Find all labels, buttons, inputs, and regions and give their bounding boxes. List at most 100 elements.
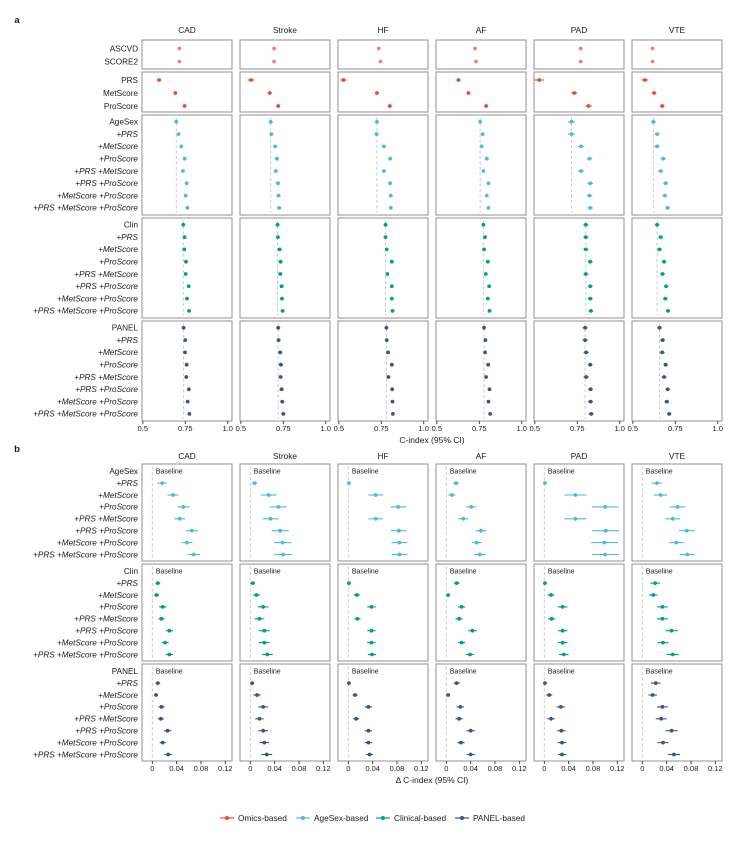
baseline-label: Baseline [646, 669, 673, 676]
data-point [277, 206, 282, 210]
tick-label: 0 [248, 764, 252, 773]
data-point [183, 193, 188, 198]
data-point [155, 681, 160, 685]
panel-box [239, 217, 331, 319]
row-label: +MetScore [98, 245, 138, 254]
row-label: +PRS [116, 479, 138, 488]
data-point [383, 222, 388, 227]
data-point [376, 46, 381, 51]
data-point [187, 412, 192, 416]
data-point [185, 540, 189, 545]
data-point [383, 235, 388, 240]
baseline-label: Baseline [450, 569, 477, 576]
data-point [275, 222, 280, 227]
data-point [378, 59, 383, 64]
panel-box [533, 563, 625, 662]
data-point [651, 119, 656, 124]
baseline-label: Baseline [548, 569, 575, 576]
panel-box [533, 463, 625, 562]
row-label: +ProScore [99, 258, 138, 267]
data-point [181, 325, 186, 330]
data-point [664, 284, 669, 289]
data-point [157, 78, 162, 82]
data-point [658, 169, 663, 173]
data-point [281, 412, 286, 416]
data-point [665, 206, 670, 210]
data-point [473, 46, 477, 51]
data-point [183, 272, 188, 276]
data-point [262, 640, 267, 645]
tick-label: 0.5 [530, 424, 540, 433]
data-point [347, 681, 351, 685]
panel-box [435, 663, 527, 762]
data-point [669, 628, 674, 633]
data-point [483, 235, 487, 240]
row-label: MetScore [103, 89, 138, 98]
data-point [468, 752, 473, 757]
data-point [274, 156, 279, 161]
data-point [160, 740, 165, 745]
baseline-label: Baseline [450, 669, 477, 676]
panel-box [631, 463, 723, 562]
data-point [370, 652, 374, 657]
row-label: +MetScore +ProScore [57, 191, 138, 200]
data-point [487, 284, 492, 289]
row-label: +PRS +MetScore [74, 715, 138, 724]
data-point [662, 259, 666, 264]
legend-marker-point [381, 816, 385, 820]
data-point [456, 78, 461, 82]
panel-box [337, 320, 429, 422]
row-label: +ProScore [99, 503, 138, 512]
data-point [660, 272, 665, 276]
data-point [184, 375, 189, 379]
data-point [454, 681, 459, 685]
data-point [670, 652, 675, 657]
data-point [189, 528, 194, 533]
data-point [588, 387, 593, 392]
data-point [587, 156, 592, 161]
data-point [468, 652, 472, 657]
data-point [483, 350, 487, 355]
data-point [588, 309, 593, 313]
data-point [272, 46, 277, 51]
data-point [369, 605, 374, 609]
data-point [669, 728, 674, 733]
tick-label: 1.0 [517, 424, 527, 433]
data-point [663, 362, 668, 367]
column-header: VTE [669, 451, 686, 461]
data-point [160, 481, 164, 485]
panel-box [141, 320, 233, 422]
row-label: +PRS +ProScore [75, 179, 138, 188]
data-point [183, 350, 187, 355]
data-point [459, 605, 464, 609]
row-label: +MetScore +ProScore [57, 397, 138, 406]
data-point [390, 387, 395, 392]
tick-label: 0.12 [610, 764, 625, 773]
panel-box [435, 114, 527, 216]
data-point [276, 193, 281, 198]
data-point [396, 528, 401, 533]
data-point [469, 505, 474, 509]
data-point [572, 91, 577, 95]
data-point [586, 104, 591, 108]
data-point [396, 505, 401, 509]
tick-label: 0 [640, 764, 644, 773]
row-label: PANEL [112, 324, 139, 333]
data-point [163, 640, 168, 645]
data-point [261, 728, 266, 733]
data-point [484, 104, 488, 108]
data-point [549, 593, 553, 597]
data-point [655, 481, 659, 485]
data-point [675, 505, 680, 509]
data-point [367, 752, 372, 757]
data-point [184, 181, 189, 186]
data-point [474, 540, 479, 545]
data-point [660, 616, 665, 621]
data-point [255, 693, 259, 697]
tick-label: 0.12 [512, 764, 527, 773]
panel-letter: a [14, 15, 20, 26]
data-point [185, 206, 190, 210]
data-point [354, 593, 359, 597]
data-point [486, 362, 491, 367]
